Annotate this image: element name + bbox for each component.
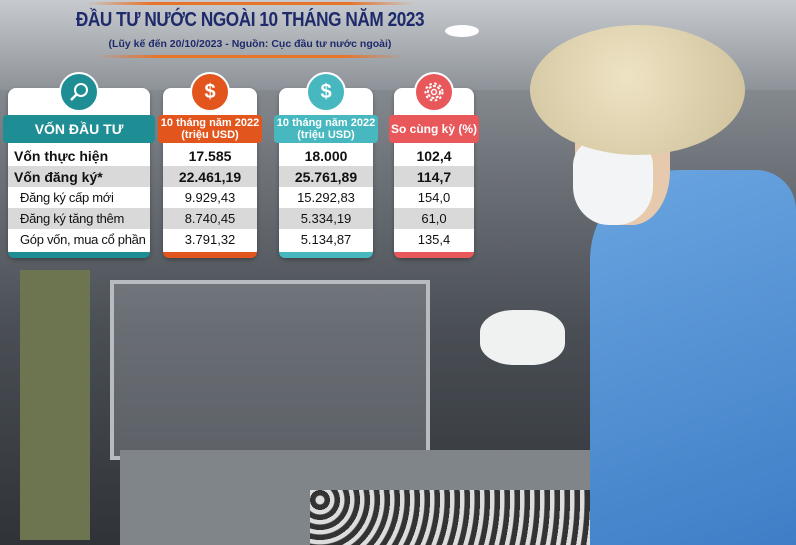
title-rule-top (85, 2, 415, 5)
card-accent (163, 252, 257, 258)
title-rule-bottom (95, 55, 405, 58)
subtitle: (Lũy kế đến 20/10/2023 - Nguồn: Cục đầu … (108, 38, 392, 50)
cell: 5.334,19 (279, 208, 373, 229)
machine-side (20, 270, 90, 540)
card-accent (8, 252, 150, 258)
magnifier-icon (59, 72, 99, 112)
worker-glove (480, 310, 565, 365)
cell: 5.134,87 (300, 232, 352, 247)
dollar-icon: $ (190, 72, 230, 112)
column-header: So cùng kỳ (%) (389, 115, 479, 143)
column-header: 10 tháng năm 2022 (triệu USD) (158, 115, 262, 143)
row-label: Vốn đăng ký* (8, 166, 150, 187)
card-accent (394, 252, 474, 258)
column-2023: $ 10 tháng năm 2022 (triệu USD) 18.000 2… (274, 72, 378, 258)
cell: 18.000 (304, 147, 348, 164)
gear-icon (414, 72, 454, 112)
column-investment-type: VỐN ĐẦU TƯ Vốn thực hiện Vốn đăng ký* Đă… (3, 72, 155, 258)
row-label: Đăng ký cấp mới (20, 190, 114, 205)
cell: 25.761,89 (279, 166, 373, 187)
cell: 9.929,43 (184, 190, 236, 205)
ceiling-light (445, 25, 479, 37)
column-yoy: So cùng kỳ (%) 102,4 114,7 154,0 61,0 13… (389, 72, 479, 258)
cell: 135,4 (417, 232, 451, 247)
machine-frame (110, 280, 430, 460)
row-label: Đăng ký tăng thêm (8, 208, 150, 229)
column-header: VỐN ĐẦU TƯ (3, 115, 155, 143)
worker-shirt (590, 170, 796, 545)
row-label: Vốn thực hiện (14, 147, 109, 164)
page-title: ĐẦU TƯ NƯỚC NGOÀI 10 THÁNG NĂM 2023 (75, 9, 425, 31)
cell: 22.461,19 (163, 166, 257, 187)
column-header: 10 tháng năm 2022 (triệu USD) (274, 115, 378, 143)
card-accent (279, 252, 373, 258)
row-label: Góp vốn, mua cổ phần (20, 232, 146, 247)
worker-cap (530, 25, 745, 155)
cell: 114,7 (394, 166, 474, 187)
cell: 8.740,45 (163, 208, 257, 229)
cell: 154,0 (417, 190, 451, 205)
column-2022: $ 10 tháng năm 2022 (triệu USD) 17.585 2… (158, 72, 262, 258)
parts-tray (310, 490, 640, 545)
cell: 3.791,32 (184, 232, 236, 247)
cell: 17.585 (188, 147, 232, 164)
cell: 61,0 (394, 208, 474, 229)
cell: 102,4 (416, 147, 452, 164)
dollar-icon: $ (306, 72, 346, 112)
cell: 15.292,83 (297, 190, 355, 205)
